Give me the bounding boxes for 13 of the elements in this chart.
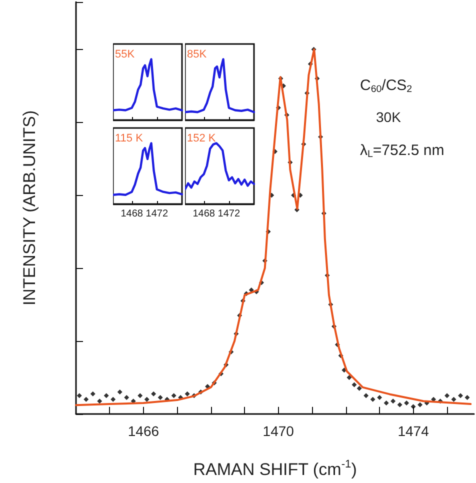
annotation: 55K (115, 48, 136, 60)
x-tick-label: 1474 (398, 422, 430, 439)
x-tick-label: 1468 (192, 208, 216, 220)
x-tick-label: 1468 (120, 208, 144, 220)
x-tick-label: 1472 (146, 208, 168, 220)
annotation: 85K (187, 48, 208, 60)
annotation: 30K (376, 109, 402, 125)
annotation: 115 K (115, 132, 144, 144)
x-tick-label: 1466 (128, 422, 160, 439)
annotation: 152 K (187, 132, 216, 144)
x-tick-label: 1470 (262, 422, 294, 439)
x-tick-label: 1472 (218, 208, 240, 220)
y-axis-title: INTENSITY (ARB.UNITS) (20, 110, 39, 306)
